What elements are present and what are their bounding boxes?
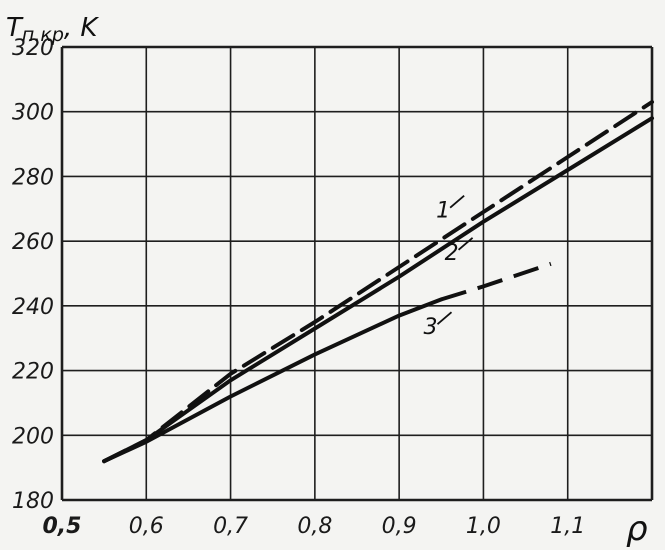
y-axis-unit: , K xyxy=(64,13,100,43)
x-tick-label: 0,8 xyxy=(297,514,332,539)
series-label-3: 3 xyxy=(424,315,438,340)
y-axis-symbol: T xyxy=(6,13,24,43)
series-label-1: 1 xyxy=(436,199,450,224)
series-label-2: 2 xyxy=(445,241,459,266)
series-line-3-dashed xyxy=(440,261,552,302)
x-tick-label: 1,1 xyxy=(550,514,585,539)
y-axis-subscript: п.кр xyxy=(22,24,64,46)
y-tick-label: 180 xyxy=(12,489,54,514)
y-tick-label: 300 xyxy=(12,101,54,126)
axis-titles: Tп.кр, K ρ xyxy=(6,13,648,549)
series-label-leader xyxy=(449,195,465,209)
y-tick-label: 200 xyxy=(12,424,54,449)
y-tick-label: 260 xyxy=(12,230,54,255)
series-layer: 1 2 3 xyxy=(102,100,654,464)
x-axis-title: ρ xyxy=(626,509,648,549)
x-tick-label: 0,9 xyxy=(382,514,417,539)
tick-labels: 0,5 0,6 0,7 0,8 0,9 1,0 1,1 180 200 220 240 260 280 3… xyxy=(12,36,585,539)
y-axis-title: Tп.кр, K xyxy=(6,13,99,46)
y-tick-label: 220 xyxy=(12,360,54,385)
series-line-3 xyxy=(102,297,444,464)
x-tick-label: 0,6 xyxy=(129,514,164,539)
y-tick-label: 280 xyxy=(12,165,54,190)
y-tick-label: 320 xyxy=(12,36,54,61)
series-line-2 xyxy=(102,116,654,464)
x-tick-label: 0,7 xyxy=(213,514,248,539)
x-tick-label: 0,5 xyxy=(43,514,82,539)
y-tick-label: 240 xyxy=(12,295,54,320)
series-label-leader xyxy=(436,311,453,325)
x-tick-label: 1,0 xyxy=(466,514,501,539)
series-label-leader xyxy=(457,237,474,251)
